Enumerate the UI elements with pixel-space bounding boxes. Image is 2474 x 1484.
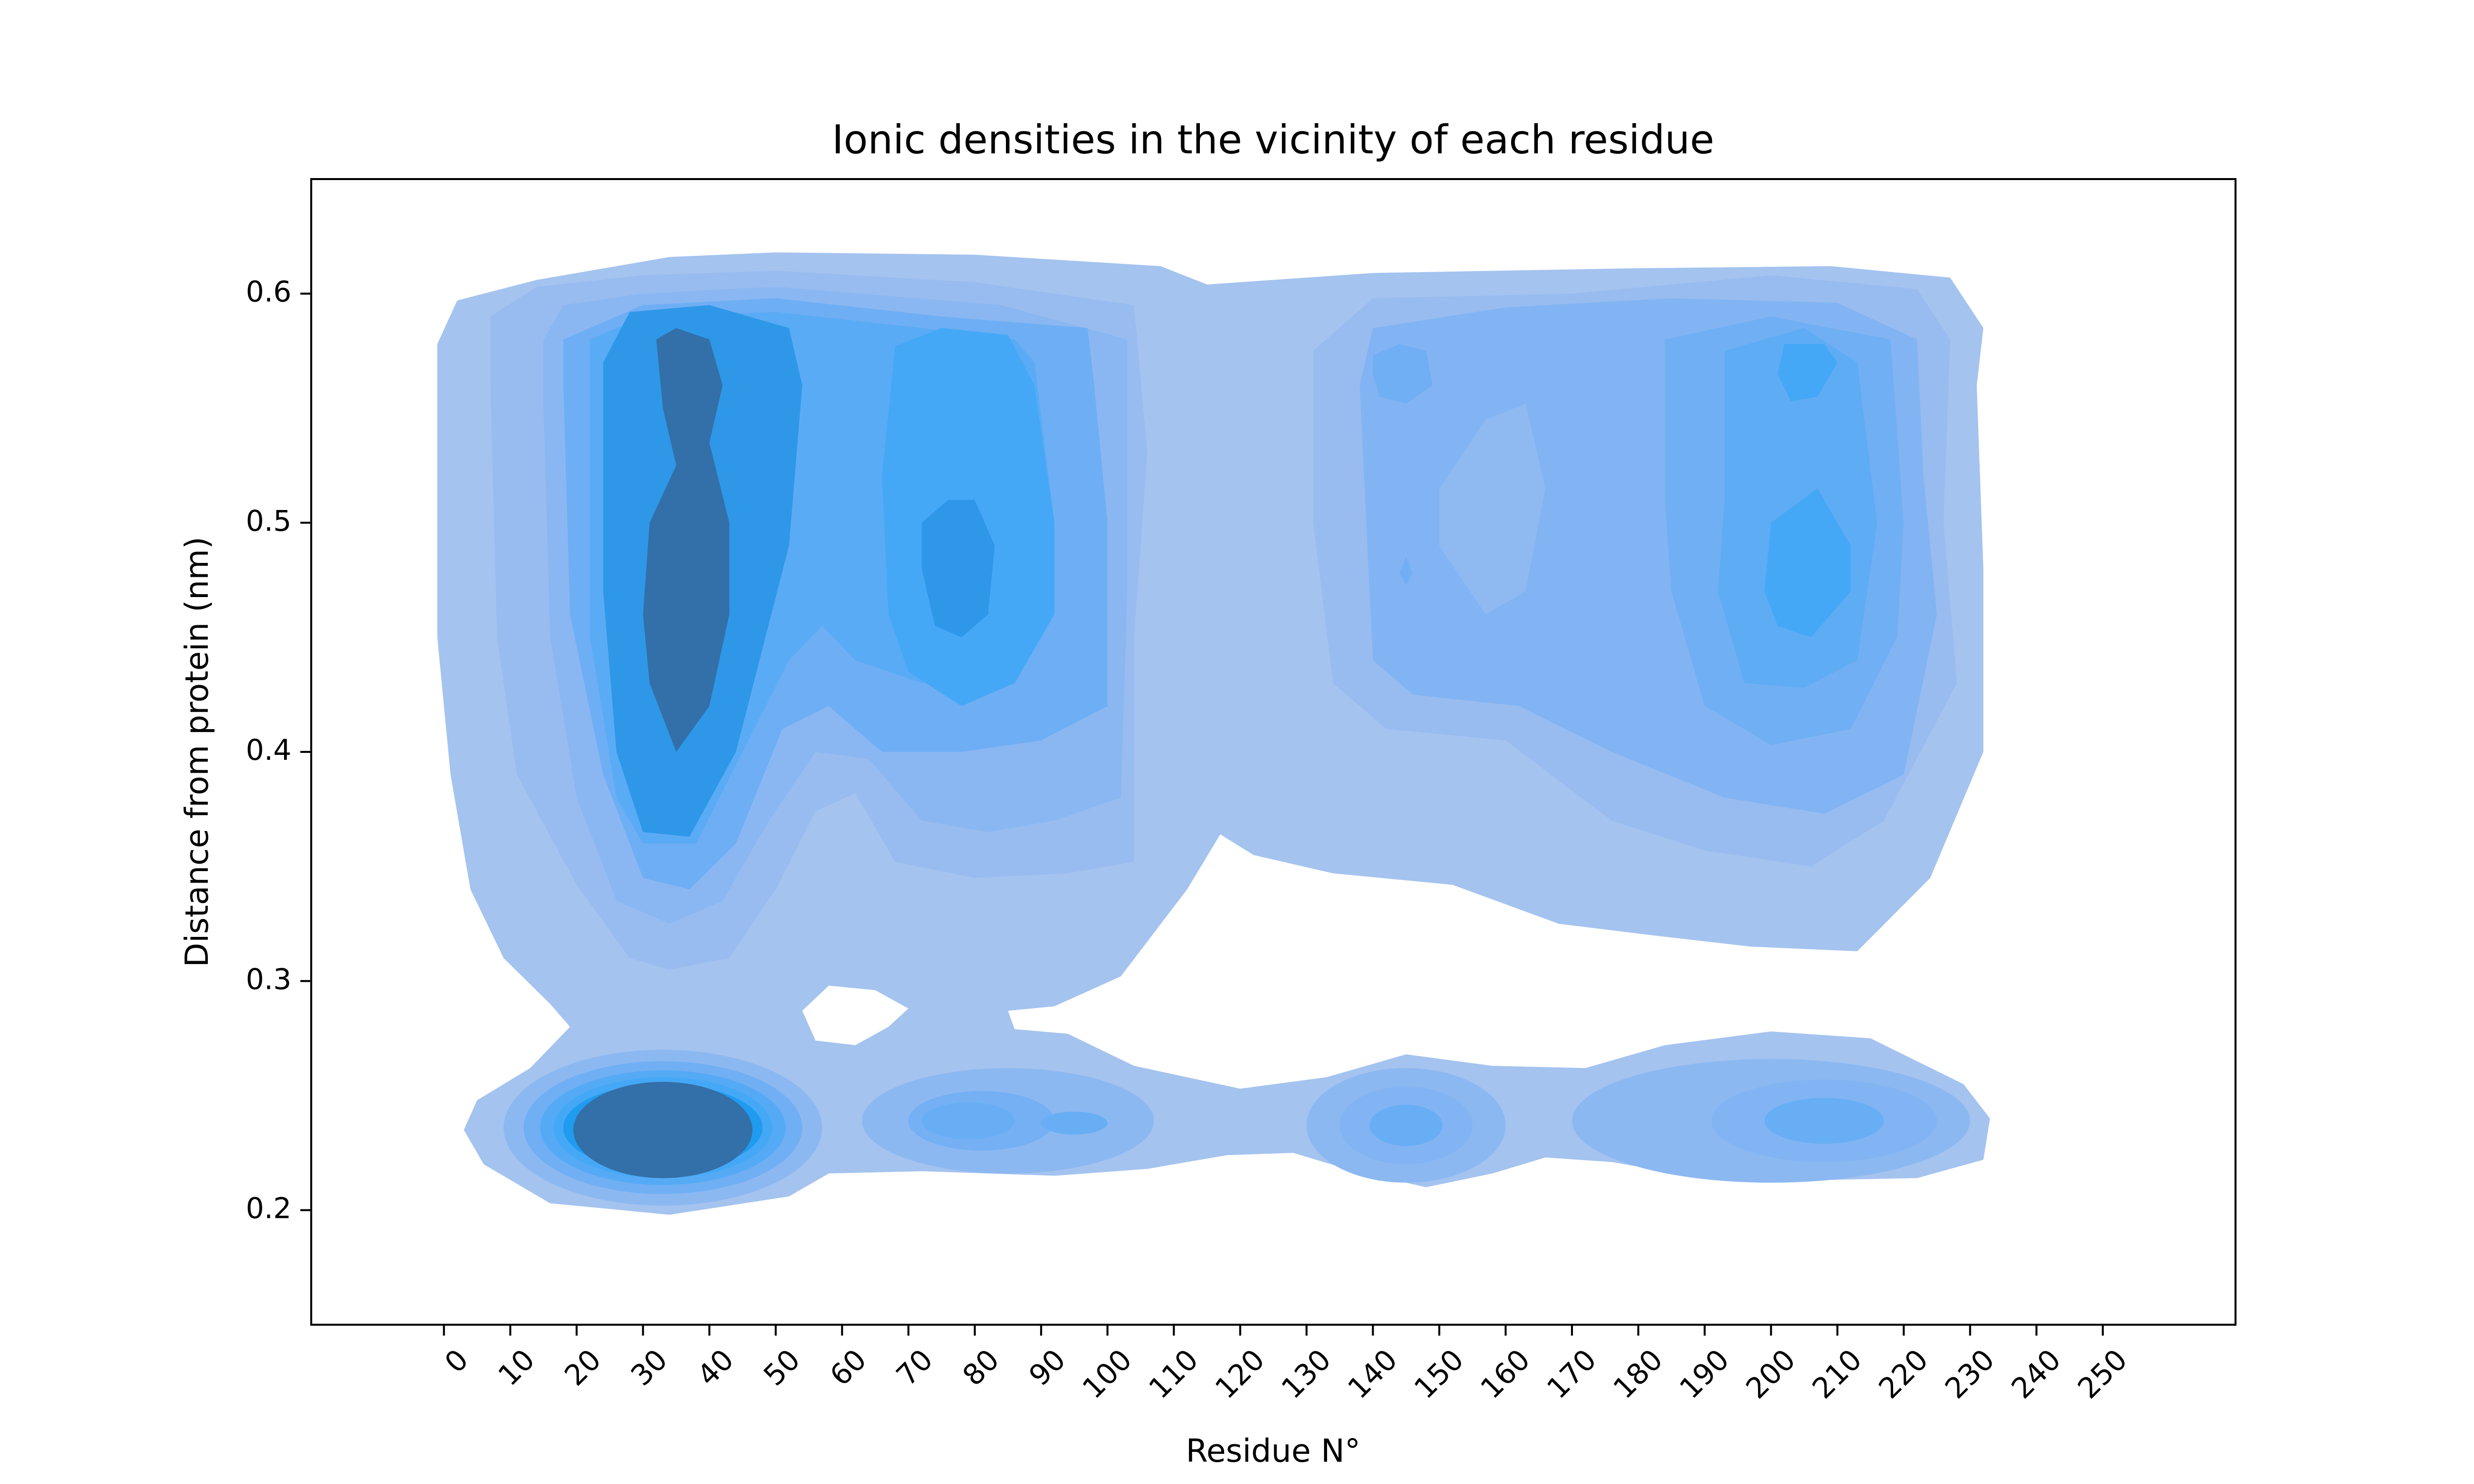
density-lower-145-l4 xyxy=(1369,1105,1443,1146)
density-level-6c xyxy=(1764,488,1851,638)
chart-title: Ionic densities in the vicinity of each … xyxy=(832,117,1714,163)
x-tick-label: 170 xyxy=(1540,1343,1603,1405)
x-tick-label: 250 xyxy=(2071,1343,2134,1405)
x-tick-label: 220 xyxy=(1872,1343,1935,1405)
density-lower-200-l4 xyxy=(1764,1098,1884,1144)
y-axis-label: Distance from protein (nm) xyxy=(179,537,216,967)
density-level-5c xyxy=(1373,344,1433,404)
y-tick-label: 0.6 xyxy=(246,275,291,309)
x-tick-label: 0 xyxy=(438,1343,475,1379)
x-tick-label: 10 xyxy=(491,1343,541,1392)
x-tick-label: 140 xyxy=(1341,1343,1404,1405)
density-lower-95 xyxy=(1041,1112,1108,1135)
y-tick-label: 0.3 xyxy=(246,962,291,996)
x-tick-label: 70 xyxy=(890,1343,939,1392)
x-tick-label: 80 xyxy=(956,1343,1005,1392)
x-tick-label: 60 xyxy=(823,1343,873,1392)
density-lower-80-l4 xyxy=(921,1102,1015,1139)
x-tick-label: 130 xyxy=(1275,1343,1337,1405)
x-tick-label: 150 xyxy=(1408,1343,1470,1405)
x-tick-label: 110 xyxy=(1142,1343,1204,1405)
x-tick-label: 40 xyxy=(691,1343,740,1392)
x-tick-label: 240 xyxy=(2005,1343,2067,1405)
density-peak-lower xyxy=(573,1082,753,1178)
x-tick-label: 120 xyxy=(1209,1343,1271,1405)
x-tick-label: 100 xyxy=(1076,1343,1138,1405)
x-tick-label: 160 xyxy=(1474,1343,1536,1405)
y-tick-label: 0.2 xyxy=(246,1192,291,1225)
y-tick-label: 0.5 xyxy=(246,504,291,538)
x-tick-label: 20 xyxy=(558,1343,608,1392)
y-axis-ticks: 0.2 0.3 0.4 0.5 0.6 xyxy=(246,275,311,1225)
x-tick-label: 50 xyxy=(757,1343,807,1392)
x-tick-label: 30 xyxy=(624,1343,674,1392)
x-tick-label: 180 xyxy=(1607,1343,1669,1405)
x-tick-label: 190 xyxy=(1673,1343,1735,1405)
density-level-3c xyxy=(1439,403,1546,615)
x-tick-label: 90 xyxy=(1022,1343,1072,1392)
x-tick-label: 230 xyxy=(1939,1343,2001,1405)
density-contours xyxy=(437,252,1990,1215)
density-level-7 xyxy=(921,500,995,638)
density-peak-upper xyxy=(643,328,729,752)
density-level-5d xyxy=(1777,344,1838,402)
y-tick-label: 0.4 xyxy=(246,733,291,767)
x-tick-label: 210 xyxy=(1806,1343,1868,1405)
x-tick-label: 200 xyxy=(1739,1343,1802,1405)
x-axis-label: Residue N° xyxy=(1186,1433,1361,1470)
density-level-5e xyxy=(1399,557,1413,585)
x-axis-ticks: 0 10 20 30 40 50 60 70 80 90 100 110 120 130 140 150 160… xyxy=(438,1325,2134,1405)
